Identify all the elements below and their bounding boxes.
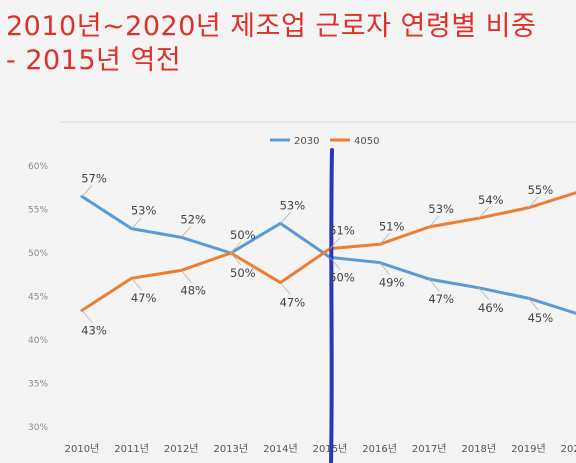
data-label-leader <box>428 215 440 228</box>
x-tick-label: 2013년 <box>213 443 248 455</box>
data-label-leader <box>428 278 440 292</box>
y-tick-label: 60% <box>28 162 48 172</box>
data-label: 51% <box>379 219 405 233</box>
data-label-leader <box>528 297 539 311</box>
chart-legend: 2030 4050 <box>270 136 379 147</box>
data-label: 53% <box>428 202 454 216</box>
x-tick-label: 2016년 <box>362 443 397 455</box>
x-tick-label: 2014년 <box>263 443 298 455</box>
data-label-leader <box>230 241 242 254</box>
data-labels: 57% 43% 53% 47% 52% 48% 50% 50% 53% 47% 50% 51% 49% 5… <box>81 171 553 337</box>
x-tick-label: 2018년 <box>461 443 496 455</box>
legend-label-4050: 4050 <box>354 136 379 147</box>
data-label-leader <box>528 196 539 209</box>
y-tick-label: 35% <box>28 380 48 390</box>
data-label: 50% <box>230 266 256 280</box>
x-tick-label: 2012년 <box>164 443 199 455</box>
data-label: 49% <box>379 276 405 290</box>
data-label-leader <box>280 282 291 295</box>
data-label: 53% <box>280 198 306 212</box>
data-label: 54% <box>478 193 504 207</box>
x-tick-label: 2019년 <box>511 443 546 455</box>
data-label-leader <box>180 226 192 238</box>
x-tick-label: 2017년 <box>412 443 447 455</box>
x-tick-label: 2011년 <box>114 443 149 455</box>
data-label-leader <box>329 237 341 249</box>
data-label-leader <box>379 262 390 275</box>
data-label: 57% <box>81 171 107 185</box>
data-label: 43% <box>81 323 107 337</box>
data-label-leader <box>478 287 490 301</box>
data-label: 47% <box>280 296 306 310</box>
y-tick-label: 40% <box>28 336 48 346</box>
data-label-leader <box>280 212 291 224</box>
data-label: 53% <box>131 204 157 218</box>
data-label-leader <box>81 310 93 323</box>
x-axis: 2010년 2011년 2012년 2013년 2014년 2015년 2016년 2017년… <box>65 443 576 455</box>
data-label: 51% <box>329 224 355 238</box>
chart-title-line2: - 2015년 역전 <box>6 45 182 76</box>
y-tick-label: 55% <box>28 206 48 216</box>
chart-title-line1: 2010년~2020년 제조업 근로자 연령별 비중 <box>6 11 537 42</box>
data-label-leader <box>329 257 341 270</box>
data-label-leader <box>478 206 490 219</box>
data-label-leader <box>379 233 390 245</box>
data-label-leader <box>81 185 93 197</box>
data-label: 47% <box>428 292 454 306</box>
x-tick-label: 2010년 <box>65 443 100 455</box>
year-marker <box>329 148 334 463</box>
data-label: 47% <box>131 291 157 305</box>
legend-label-2030: 2030 <box>294 136 319 147</box>
y-tick-label: 50% <box>28 249 48 259</box>
data-label: 50% <box>329 270 355 284</box>
year-marker-line <box>329 148 334 463</box>
data-label-leader <box>180 270 192 283</box>
data-label: 50% <box>230 228 256 242</box>
data-label: 55% <box>528 183 554 197</box>
data-label: 48% <box>180 283 206 297</box>
data-label: 45% <box>528 311 554 325</box>
data-label-leader <box>131 277 142 291</box>
y-tick-label: 30% <box>28 423 48 433</box>
y-axis: 60% 55% 50% 45% 40% 35% 30% <box>28 162 48 433</box>
data-label: 52% <box>180 212 206 226</box>
data-label-leader <box>230 252 242 266</box>
data-label-leader <box>131 217 142 229</box>
y-tick-label: 45% <box>28 293 48 303</box>
data-label: 46% <box>478 301 504 315</box>
x-tick-label: 2020년 <box>561 443 576 455</box>
